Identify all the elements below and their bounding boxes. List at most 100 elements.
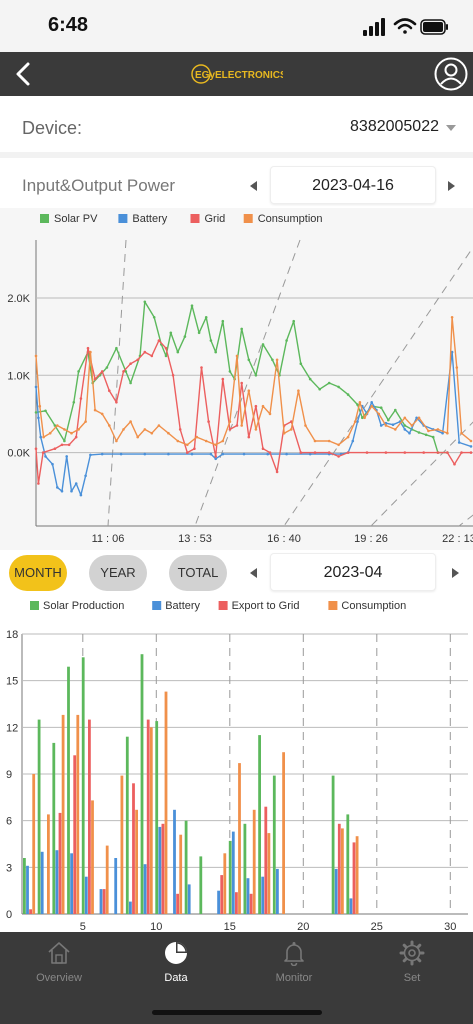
tab-year[interactable]: YEAR xyxy=(89,555,147,591)
data-point xyxy=(240,424,243,427)
nav-overview[interactable]: Overview xyxy=(24,940,94,990)
bar xyxy=(102,889,106,914)
bar xyxy=(355,836,359,914)
series-battery xyxy=(26,809,353,914)
data-point xyxy=(53,447,57,450)
x-tick-label: 19 : 26 xyxy=(354,533,388,545)
nav-data-label: Data xyxy=(164,972,188,984)
y-tick-label: 18 xyxy=(6,629,18,641)
bar xyxy=(88,719,91,914)
data-point xyxy=(176,350,180,354)
bar xyxy=(52,742,56,914)
data-point xyxy=(204,316,208,319)
data-point xyxy=(183,335,187,338)
data-point xyxy=(209,452,213,456)
bar xyxy=(184,820,188,914)
tab-month[interactable]: MONTH xyxy=(9,555,67,591)
data-point xyxy=(164,354,168,358)
data-point xyxy=(100,412,104,416)
bar xyxy=(258,735,261,914)
data-point xyxy=(304,424,307,427)
data-point xyxy=(93,377,97,381)
data-point xyxy=(41,451,45,454)
device-value[interactable]: 8382005022 xyxy=(350,118,439,135)
data-point xyxy=(469,445,473,448)
data-point xyxy=(327,381,331,385)
data-point xyxy=(51,462,54,466)
x-gridline xyxy=(107,239,127,527)
nav-set[interactable]: Set xyxy=(377,940,447,990)
data-point xyxy=(79,397,83,400)
next-month-icon[interactable] xyxy=(452,568,459,578)
data-point xyxy=(221,439,225,443)
nav-data[interactable]: Data xyxy=(141,940,211,990)
bottom-nav: Overview Data Monitor xyxy=(0,932,473,1024)
y-tick-label: 15 xyxy=(6,676,18,688)
data-point xyxy=(370,404,374,408)
prev-day-icon[interactable] xyxy=(250,181,257,191)
data-point xyxy=(327,451,331,454)
data-point xyxy=(169,331,173,335)
data-point xyxy=(242,452,246,456)
bar xyxy=(164,691,168,914)
data-point xyxy=(108,389,111,392)
next-day-icon[interactable] xyxy=(448,181,455,191)
power-line-chart-area: 0.0K 1.0K 2.0K 11 : 06 13 : 53 16 : 40 19 : 26… xyxy=(0,208,473,550)
data-point xyxy=(308,377,312,381)
data-point xyxy=(266,452,270,456)
data-point xyxy=(67,443,71,447)
bar xyxy=(55,850,59,914)
data-point xyxy=(403,416,407,420)
device-selector[interactable]: Device: 8382005022 xyxy=(0,96,473,158)
bar xyxy=(143,864,147,914)
data-point xyxy=(193,447,196,450)
y-tick-label: 0 xyxy=(6,909,12,921)
bar xyxy=(261,876,265,914)
x-tick-label: 30 xyxy=(444,921,456,932)
data-point xyxy=(143,350,147,354)
data-point xyxy=(422,451,426,454)
day-date-picker[interactable]: 2023-04-16 xyxy=(270,166,436,204)
caret-down-icon[interactable] xyxy=(446,125,456,131)
back-icon[interactable] xyxy=(8,58,40,90)
data-point xyxy=(446,431,449,435)
bar xyxy=(352,842,356,914)
bar xyxy=(267,833,271,914)
data-point xyxy=(417,416,421,420)
prev-month-icon[interactable] xyxy=(250,568,257,578)
power-chart-legend: Solar PV Battery Grid Consumption xyxy=(40,213,323,225)
bar xyxy=(47,814,50,914)
data-point xyxy=(403,451,407,454)
data-point xyxy=(124,370,128,373)
data-point xyxy=(261,404,265,408)
data-point xyxy=(228,370,232,373)
bar xyxy=(140,654,144,914)
nav-monitor[interactable]: Monitor xyxy=(259,940,329,990)
data-point xyxy=(450,316,454,319)
nav-set-label: Set xyxy=(403,972,421,984)
data-point xyxy=(100,370,104,373)
series-consumption xyxy=(32,691,359,914)
data-point xyxy=(377,412,381,416)
data-point xyxy=(346,451,350,454)
data-point xyxy=(453,462,456,466)
legend-entry: Battery xyxy=(132,213,167,225)
bar xyxy=(158,826,162,914)
y-tick-label: 0.0K xyxy=(7,448,30,460)
month-date-picker[interactable]: 2023-04 xyxy=(270,553,436,591)
bar xyxy=(161,823,165,914)
data-point xyxy=(60,489,64,493)
data-point xyxy=(387,418,390,422)
legend-swatch xyxy=(118,214,128,223)
data-point xyxy=(34,411,38,414)
data-point xyxy=(431,435,435,439)
data-point xyxy=(450,350,454,354)
legend-entry: Export to Grid xyxy=(232,600,300,612)
bar xyxy=(99,889,103,914)
tab-total[interactable]: TOTAL xyxy=(169,555,227,591)
data-point xyxy=(186,451,189,454)
data-point xyxy=(299,362,303,365)
data-point xyxy=(79,493,83,497)
user-account-icon[interactable] xyxy=(433,56,469,92)
data-point xyxy=(65,455,68,458)
